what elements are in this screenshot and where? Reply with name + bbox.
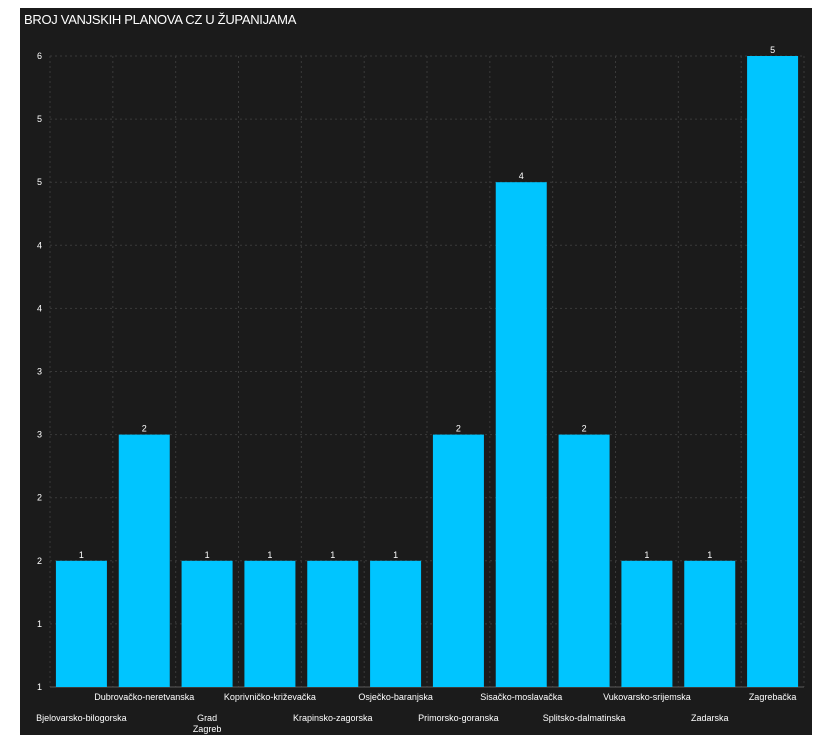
data-label: 1 <box>267 550 272 560</box>
bar <box>55 560 107 687</box>
bar <box>747 56 799 687</box>
bar <box>118 434 170 687</box>
bar <box>432 434 484 687</box>
y-tick-label: 1 <box>37 619 42 629</box>
data-label: 1 <box>644 550 649 560</box>
y-tick-label: 2 <box>37 556 42 566</box>
bars <box>55 56 799 687</box>
x-tick-label: Bjelovarsko-bilogorska <box>36 713 127 723</box>
bar <box>558 434 610 687</box>
x-tick-label: Grad Zagreb <box>193 713 222 734</box>
bar <box>307 560 359 687</box>
data-label: 2 <box>582 424 587 434</box>
y-tick-label: 5 <box>37 114 42 124</box>
data-label: 2 <box>142 424 147 434</box>
data-label: 1 <box>393 550 398 560</box>
bar <box>244 560 296 687</box>
data-label: 1 <box>79 550 84 560</box>
data-label: 2 <box>456 424 461 434</box>
x-tick-label: Osječko-baranjska <box>358 692 433 702</box>
bar <box>181 560 233 687</box>
y-tick-label: 3 <box>37 367 42 377</box>
data-labels: 1 2 1 1 1 1 2 4 2 1 1 5 <box>79 45 775 560</box>
data-label: 1 <box>205 550 210 560</box>
y-tick-label: 4 <box>37 240 42 250</box>
data-label: 5 <box>770 45 775 55</box>
bar <box>370 560 422 687</box>
x-tick-label: Koprivničko-križevačka <box>224 692 316 702</box>
x-tick-label: Zagrebačka <box>749 692 797 702</box>
y-tick-label: 4 <box>37 303 42 313</box>
data-label: 1 <box>707 550 712 560</box>
y-tick-label: 3 <box>37 430 42 440</box>
x-tick-label: Zadarska <box>691 713 729 723</box>
x-tick-label: Dubrovačko-neretvanska <box>94 692 194 702</box>
bar <box>495 182 547 687</box>
y-tick-label: 1 <box>37 682 42 692</box>
x-axis-ticks: Bjelovarsko-bilogorska Dubrovačko-neretva… <box>36 692 796 734</box>
x-tick-label: Krapinsko-zagorska <box>293 713 373 723</box>
x-tick-label: Splitsko-dalmatinska <box>543 713 626 723</box>
data-label: 4 <box>519 171 524 181</box>
grid-lines <box>49 55 805 688</box>
chart-title: BROJ VANJSKIH PLANOVA CZ U ŽUPANIJAMA <box>24 12 297 27</box>
data-label: 1 <box>330 550 335 560</box>
x-tick-label: Primorsko-goranska <box>418 713 499 723</box>
y-tick-label: 5 <box>37 177 42 187</box>
bar <box>684 560 736 687</box>
y-axis-ticks: 1 1 2 2 3 3 4 4 5 5 6 <box>37 51 42 692</box>
y-tick-label: 6 <box>37 51 42 61</box>
y-tick-label: 2 <box>37 493 42 503</box>
x-tick-label: Vukovarsko-srijemska <box>603 692 691 702</box>
bar-chart: 1 1 2 2 3 3 4 4 5 5 6 1 2 1 1 1 1 2 4 2 1 1 5 Bjelovarsko-bil… <box>36 45 805 734</box>
x-tick-label: Sisačko-moslavačka <box>480 692 562 702</box>
bar <box>621 560 673 687</box>
